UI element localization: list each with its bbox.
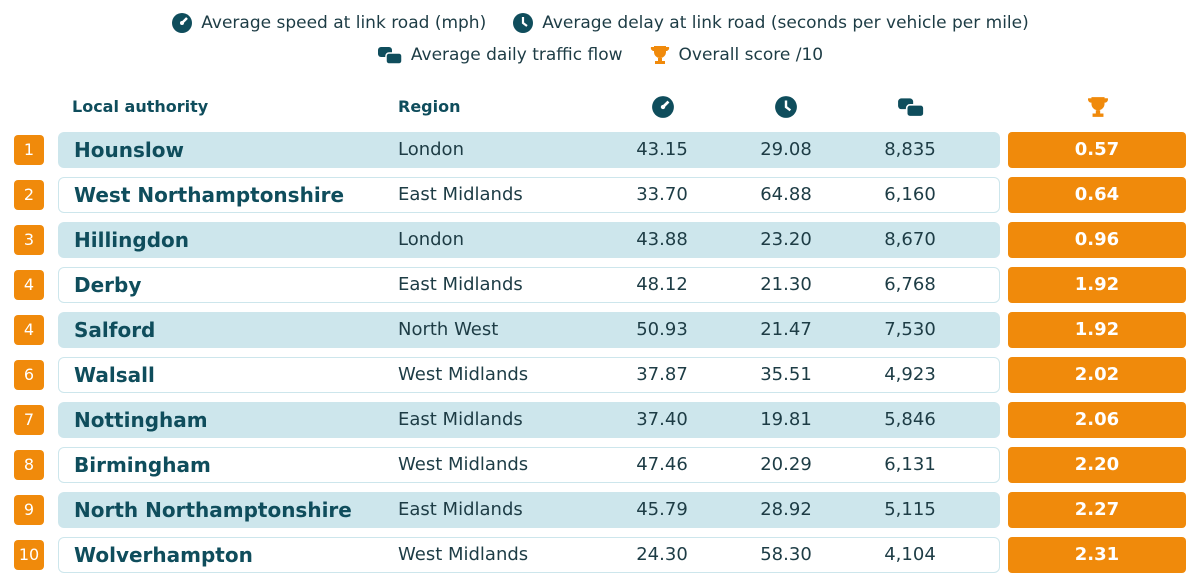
speed-icon [172, 13, 193, 33]
region: West Midlands [398, 544, 529, 565]
row-band [58, 222, 1000, 258]
traffic-flow: 4,104 [884, 544, 936, 565]
rank-badge: 4 [14, 315, 44, 345]
score-box: 0.64 [1008, 177, 1186, 213]
legend-label: Average delay at link road (seconds per … [542, 13, 1029, 33]
row-band [58, 402, 1000, 438]
region: West Midlands [398, 364, 529, 385]
rank-badge: 8 [14, 450, 44, 480]
rank-badge: 3 [14, 225, 44, 255]
header-label: Region [398, 97, 461, 116]
region: London [398, 139, 464, 160]
rank-badge: 4 [14, 270, 44, 300]
row-band [58, 312, 1000, 348]
speed: 43.88 [636, 229, 688, 250]
row-band [58, 177, 1000, 213]
row-band [58, 267, 1000, 303]
speed: 37.40 [636, 409, 688, 430]
speed: 37.87 [636, 364, 688, 385]
region: North West [398, 319, 499, 340]
score-box: 2.31 [1008, 537, 1186, 573]
traffic-flow: 8,835 [884, 139, 936, 160]
authority-name: Derby [74, 273, 142, 297]
authority-name: West Northamptonshire [74, 183, 345, 207]
rank-badge: 10 [14, 540, 44, 570]
region: East Midlands [398, 184, 523, 205]
legend-row: Average speed at link road (mph) Average… [0, 12, 1200, 34]
trophy-icon [650, 46, 669, 64]
delay: 21.47 [760, 319, 812, 340]
delay: 20.29 [760, 454, 812, 475]
traffic-flow: 4,923 [884, 364, 936, 385]
authority-name: Hounslow [74, 138, 184, 162]
row-band [58, 357, 1000, 393]
legend-label: Overall score /10 [678, 45, 824, 65]
rank-badge: 6 [14, 360, 44, 390]
speed-icon [652, 96, 674, 118]
traffic-flow: 6,768 [884, 274, 936, 295]
authority-name: Nottingham [74, 408, 208, 432]
region: West Midlands [398, 454, 529, 475]
traffic-flow: 5,115 [884, 499, 936, 520]
authority-name: North Northamptonshire [74, 498, 352, 522]
speed: 47.46 [636, 454, 688, 475]
delay-icon [775, 96, 797, 118]
row-band [58, 132, 1000, 168]
delay: 21.30 [760, 274, 812, 295]
delay: 64.88 [760, 184, 812, 205]
rank-badge: 2 [14, 180, 44, 210]
score-box: 0.57 [1008, 132, 1186, 168]
row-band [58, 447, 1000, 483]
score-box: 1.92 [1008, 267, 1186, 303]
trophy-icon [1087, 97, 1109, 117]
authority-name: Wolverhampton [74, 543, 253, 567]
speed: 50.93 [636, 319, 688, 340]
rank-badge: 1 [14, 135, 44, 165]
traffic-flow: 6,131 [884, 454, 936, 475]
delay: 28.92 [760, 499, 812, 520]
traffic-icon [898, 98, 925, 118]
legend-row: Average daily traffic flow Overall score… [0, 44, 1200, 66]
legend-label: Average speed at link road (mph) [201, 13, 487, 33]
traffic-flow: 5,846 [884, 409, 936, 430]
traffic-flow: 8,670 [884, 229, 936, 250]
region: London [398, 229, 464, 250]
score-box: 2.27 [1008, 492, 1186, 528]
score-box: 2.06 [1008, 402, 1186, 438]
delay-icon [513, 13, 534, 33]
rank-badge: 9 [14, 495, 44, 525]
region: East Midlands [398, 499, 523, 520]
row-band [58, 492, 1000, 528]
region: East Midlands [398, 409, 523, 430]
speed: 33.70 [636, 184, 688, 205]
authority-name: Salford [74, 318, 156, 342]
speed: 24.30 [636, 544, 688, 565]
authority-name: Hillingdon [74, 228, 190, 252]
traffic-icon [377, 47, 403, 65]
region: East Midlands [398, 274, 523, 295]
row-band [58, 537, 1000, 573]
authority-name: Birmingham [74, 453, 211, 477]
delay: 19.81 [760, 409, 812, 430]
score-box: 2.02 [1008, 357, 1186, 393]
score-box: 1.92 [1008, 312, 1186, 348]
rank-badge: 7 [14, 405, 44, 435]
delay: 58.30 [760, 544, 812, 565]
score-box: 0.96 [1008, 222, 1186, 258]
legend-label: Average daily traffic flow [410, 45, 623, 65]
delay: 23.20 [760, 229, 812, 250]
traffic-flow: 6,160 [884, 184, 936, 205]
speed: 45.79 [636, 499, 688, 520]
speed: 43.15 [636, 139, 688, 160]
score-box: 2.20 [1008, 447, 1186, 483]
speed: 48.12 [636, 274, 688, 295]
delay: 35.51 [760, 364, 812, 385]
traffic-flow: 7,530 [884, 319, 936, 340]
authority-name: Walsall [74, 363, 155, 387]
delay: 29.08 [760, 139, 812, 160]
header-label: Local authority [72, 97, 209, 116]
